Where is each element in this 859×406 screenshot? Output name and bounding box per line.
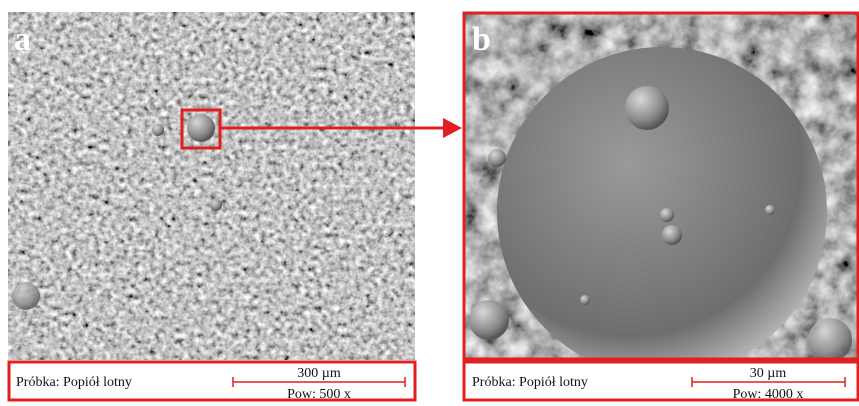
particle — [488, 149, 506, 167]
panel-b: b Próbka: Popiół lotny 30 µm Pow: 4000 x — [464, 13, 858, 402]
sample-text: Próbka: Popiół lotny — [16, 375, 132, 390]
panel-a: a Próbka: Popiół lotny 300 µm Pow: 500 x — [8, 12, 415, 402]
particle — [660, 208, 674, 222]
scale-text: 30 µm — [750, 366, 787, 381]
particle — [469, 300, 509, 340]
magnification-text: Pow: 4000 x — [733, 387, 804, 402]
panel-label: a — [14, 21, 31, 58]
particle — [580, 295, 590, 305]
particle — [662, 225, 682, 245]
figure: a Próbka: Popiół lotny 300 µm Pow: 500 x… — [0, 0, 859, 406]
magnification-text: Pow: 500 x — [287, 387, 351, 402]
particle — [765, 205, 775, 215]
particle — [625, 86, 669, 130]
particle — [187, 114, 215, 142]
particle — [210, 199, 222, 211]
particle — [808, 318, 852, 362]
sample-text: Próbka: Popiół lotny — [472, 375, 588, 390]
sem-image — [8, 12, 415, 360]
scale-text: 300 µm — [297, 366, 341, 381]
particle — [152, 124, 164, 136]
arrow-head — [443, 118, 462, 138]
panel-label: b — [472, 21, 491, 58]
particle — [12, 282, 40, 310]
